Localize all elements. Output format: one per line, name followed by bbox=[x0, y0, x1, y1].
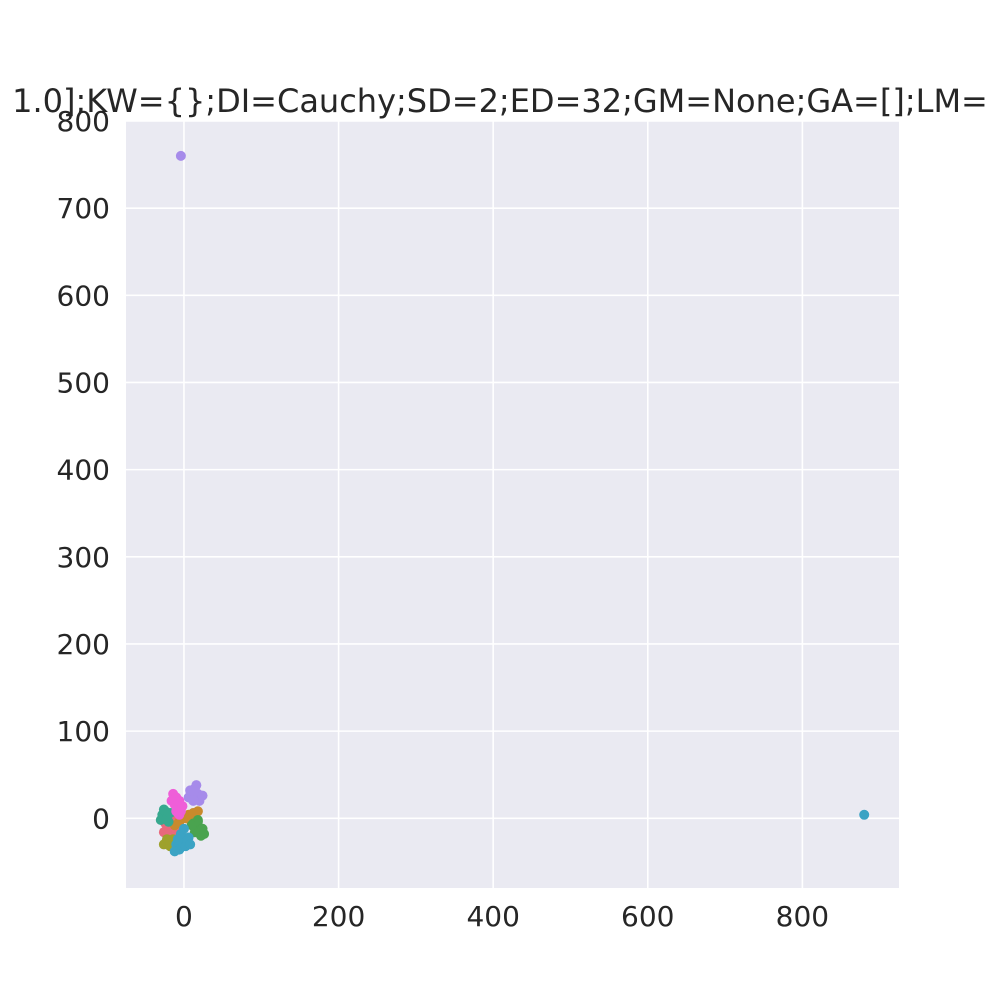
scatter-point bbox=[161, 834, 172, 845]
scatter-series bbox=[175, 150, 208, 806]
y-tick-label: 300 bbox=[57, 541, 110, 574]
chart-title: 1.0];KW={};DI=Cauchy;SD=2;ED=32;GM=None;… bbox=[12, 82, 988, 120]
scatter-point bbox=[175, 150, 186, 161]
y-tick-label: 400 bbox=[57, 454, 110, 487]
y-tick-labels: 0 100 200 300 400 500 600 700 800 bbox=[57, 105, 110, 835]
x-tick-label: 800 bbox=[776, 900, 829, 933]
y-tick-label: 0 bbox=[92, 802, 110, 835]
scatter-point bbox=[174, 809, 185, 820]
scatter-series bbox=[166, 788, 188, 820]
y-tick-label: 100 bbox=[57, 715, 110, 748]
scatter-point bbox=[169, 846, 180, 857]
scatter-point bbox=[178, 823, 189, 834]
y-tick-label: 200 bbox=[57, 628, 110, 661]
plot-background bbox=[126, 121, 899, 888]
y-tick-label: 700 bbox=[57, 192, 110, 225]
y-tick-label: 600 bbox=[57, 279, 110, 312]
scatter-series bbox=[186, 815, 210, 841]
scatter-point bbox=[188, 795, 199, 806]
y-tick-label: 500 bbox=[57, 366, 110, 399]
x-tick-label: 600 bbox=[621, 900, 674, 933]
scatter-point bbox=[185, 785, 196, 796]
y-tick-label: 800 bbox=[57, 105, 110, 138]
grid-lines bbox=[126, 120, 899, 888]
x-tick-label: 0 bbox=[175, 900, 193, 933]
scatter-point bbox=[186, 820, 197, 831]
scatter-series bbox=[155, 804, 176, 827]
scatter-series bbox=[169, 809, 870, 857]
scatter-point bbox=[197, 790, 208, 801]
scatter-point bbox=[172, 834, 183, 845]
scatter-point bbox=[166, 795, 177, 806]
scatter-point bbox=[199, 828, 210, 839]
scatter-point bbox=[859, 809, 870, 820]
x-tick-label: 400 bbox=[466, 900, 519, 933]
x-tick-label: 200 bbox=[312, 900, 365, 933]
x-tick-labels: 0 200 400 600 800 bbox=[175, 900, 829, 933]
scatter-point bbox=[185, 839, 196, 850]
scatter-point bbox=[163, 816, 174, 827]
scatter-points bbox=[155, 150, 870, 857]
